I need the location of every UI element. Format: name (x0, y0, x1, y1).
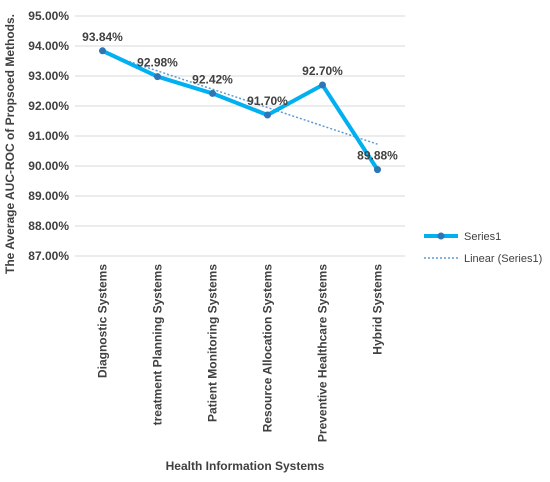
x-axis-labels: Diagnostic Systems treatment Planning Sys… (96, 264, 385, 442)
y-tick-label: 88.00% (28, 219, 69, 233)
x-tick-label: treatment Planning Systems (151, 264, 165, 426)
data-point (374, 166, 381, 174)
data-label: 92.98% (137, 56, 178, 70)
y-tick-label: 95.00% (28, 9, 69, 23)
trendline (102, 51, 378, 145)
x-tick-label: Hybrid Systems (371, 264, 385, 355)
x-tick-label: Patient Monitoring Systems (206, 264, 220, 422)
legend: Series1 Linear (Series1) (424, 231, 542, 265)
data-label: 92.42% (192, 72, 233, 86)
data-label: 92.70% (302, 64, 343, 78)
y-tick-label: 90.00% (28, 159, 69, 173)
y-tick-label: 94.00% (28, 39, 69, 53)
legend-trend-label: Linear (Series1) (464, 253, 542, 265)
legend-series-marker (437, 232, 445, 240)
x-tick-label: Diagnostic Systems (96, 264, 110, 378)
data-label: 91.70% (247, 94, 288, 108)
y-tick-label: 91.00% (28, 129, 69, 143)
y-axis-title: The Average AUC-ROC of Propsoed Methods. (3, 14, 17, 274)
x-axis-title: Health Information Systems (166, 459, 325, 473)
data-labels: 93.84% 92.98% 92.42% 91.70% 92.70% 89.88% (82, 30, 398, 163)
data-point (99, 47, 106, 55)
data-label: 93.84% (82, 30, 123, 44)
y-axis-ticks: 87.00% 88.00% 89.00% 90.00% 91.00% 92.00% 93.0… (28, 9, 69, 263)
data-point (209, 89, 216, 97)
x-tick-label: Preventive Healthcare Systems (316, 264, 330, 442)
y-tick-label: 89.00% (28, 189, 69, 203)
y-tick-label: 93.00% (28, 69, 69, 83)
data-point (264, 111, 271, 119)
series-line (100, 48, 380, 172)
y-tick-label: 92.00% (28, 99, 69, 113)
legend-series-label: Series1 (464, 231, 501, 243)
data-label: 89.88% (357, 149, 398, 163)
data-point (319, 81, 326, 89)
data-points (99, 47, 381, 174)
y-tick-label: 87.00% (28, 249, 69, 263)
data-point (154, 73, 161, 81)
x-tick-label: Resource Allocation Systems (261, 264, 275, 433)
